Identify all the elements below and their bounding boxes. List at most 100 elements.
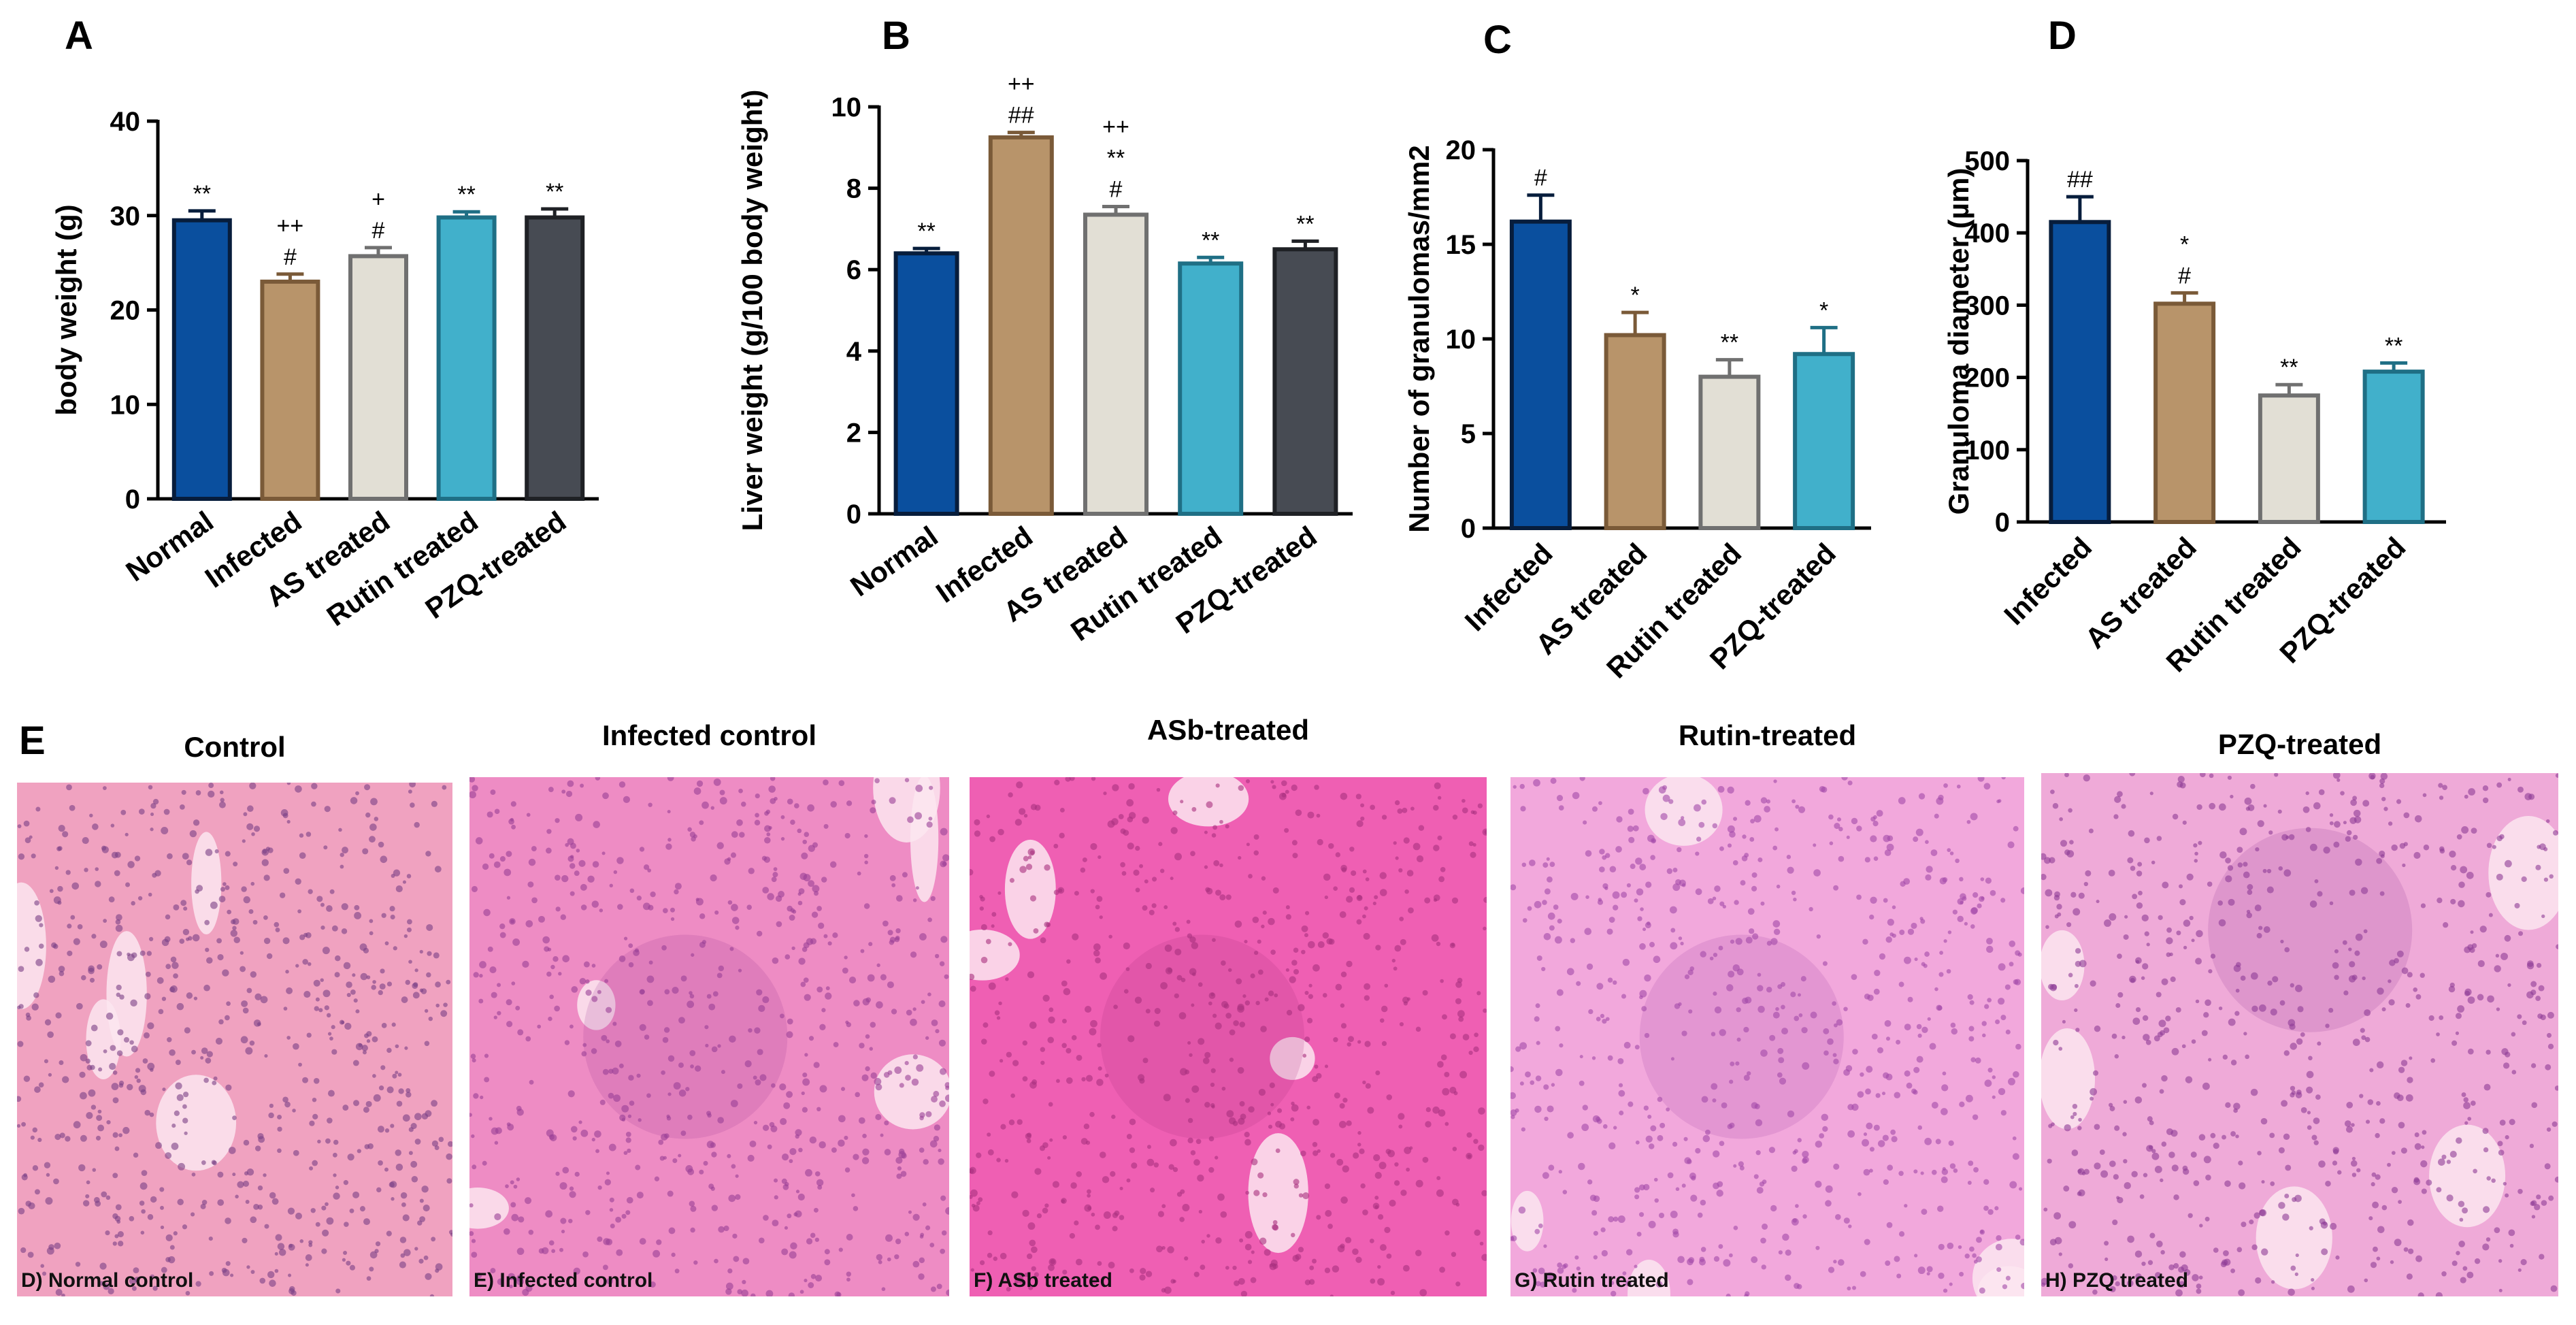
cell-nucleus bbox=[506, 999, 512, 1006]
cell-nucleus bbox=[1898, 981, 1904, 987]
histology-title: PZQ-treated bbox=[2218, 728, 2381, 760]
cell-nucleus bbox=[1347, 1042, 1351, 1047]
cell-nucleus bbox=[1120, 862, 1125, 868]
cell-nucleus bbox=[435, 1269, 440, 1273]
cell-nucleus bbox=[587, 875, 595, 883]
cell-nucleus bbox=[1645, 881, 1652, 888]
cell-nucleus bbox=[44, 1162, 51, 1168]
cell-nucleus bbox=[1769, 1034, 1776, 1041]
vessel-lumen bbox=[469, 1188, 509, 1229]
cell-nucleus bbox=[1815, 1141, 1823, 1148]
cell-nucleus bbox=[1738, 1161, 1744, 1167]
cell-nucleus bbox=[1314, 1064, 1319, 1069]
granuloma bbox=[1639, 934, 1844, 1139]
cell-nucleus bbox=[2198, 1275, 2203, 1280]
cell-nucleus bbox=[2170, 1130, 2178, 1137]
cell-nucleus bbox=[1544, 888, 1551, 895]
cell-nucleus bbox=[1483, 1008, 1487, 1013]
cell-nucleus bbox=[1899, 929, 1905, 935]
cell-nucleus bbox=[2330, 1222, 2337, 1230]
cell-nucleus bbox=[1645, 1135, 1653, 1143]
cell-nucleus bbox=[235, 1194, 239, 1199]
cell-nucleus bbox=[1819, 1133, 1825, 1139]
cell-nucleus bbox=[1402, 807, 1408, 813]
cell-nucleus bbox=[582, 1251, 589, 1258]
cell-nucleus bbox=[813, 1207, 819, 1213]
cell-nucleus bbox=[92, 823, 99, 830]
cell-nucleus bbox=[2439, 848, 2445, 854]
cell-nucleus bbox=[1019, 1279, 1023, 1284]
cell-nucleus bbox=[1519, 1042, 1528, 1050]
cell-nucleus bbox=[1546, 876, 1553, 883]
cell-nucleus bbox=[1672, 868, 1678, 872]
cell-nucleus bbox=[473, 1093, 479, 1099]
cell-nucleus bbox=[844, 955, 848, 960]
cell-nucleus bbox=[1017, 1119, 1023, 1125]
cell-nucleus bbox=[2274, 773, 2279, 777]
cell-nucleus bbox=[1473, 1046, 1479, 1053]
cell-nucleus bbox=[114, 870, 120, 877]
cell-nucleus bbox=[1885, 1073, 1893, 1081]
cell-nucleus bbox=[2074, 1008, 2078, 1013]
cell-nucleus bbox=[2251, 1005, 2258, 1013]
cell-nucleus bbox=[802, 1072, 808, 1078]
cell-nucleus bbox=[862, 1133, 867, 1139]
cell-nucleus bbox=[1959, 1101, 1965, 1107]
cell-nucleus bbox=[930, 896, 936, 902]
cell-nucleus bbox=[443, 1002, 448, 1007]
cell-nucleus bbox=[1903, 878, 1911, 885]
cell-nucleus bbox=[2207, 881, 2213, 887]
cell-nucleus bbox=[2342, 940, 2347, 945]
cell-nucleus bbox=[564, 1040, 570, 1045]
cell-nucleus bbox=[1822, 1126, 1828, 1132]
cell-nucleus bbox=[278, 1249, 286, 1256]
cell-nucleus bbox=[2266, 868, 2272, 874]
cell-nucleus bbox=[2414, 1132, 2420, 1137]
cell-nucleus bbox=[1225, 1013, 1232, 1019]
cell-nucleus bbox=[2456, 1251, 2460, 1256]
cell-nucleus bbox=[1096, 896, 1103, 902]
cell-nucleus bbox=[2263, 804, 2267, 808]
cell-nucleus bbox=[1120, 828, 1126, 834]
cell-nucleus bbox=[108, 1288, 114, 1295]
cell-nucleus bbox=[895, 1156, 903, 1164]
cell-nucleus bbox=[2280, 939, 2284, 944]
cell-nucleus bbox=[1519, 783, 1525, 789]
cell-nucleus bbox=[469, 791, 476, 799]
cell-nucleus bbox=[167, 1037, 172, 1043]
cell-nucleus bbox=[780, 836, 785, 841]
cell-nucleus bbox=[138, 808, 145, 815]
cell-nucleus bbox=[2488, 913, 2493, 917]
cell-nucleus bbox=[344, 1222, 349, 1227]
cell-nucleus bbox=[490, 1268, 496, 1273]
cell-nucleus bbox=[585, 979, 590, 984]
cell-nucleus bbox=[1960, 893, 1966, 900]
cell-nucleus bbox=[569, 1024, 574, 1029]
cell-nucleus bbox=[241, 886, 247, 892]
cell-nucleus bbox=[1975, 1057, 1981, 1064]
cell-nucleus bbox=[2370, 1262, 2377, 1269]
cell-nucleus bbox=[2360, 1028, 2365, 1033]
cell-nucleus bbox=[1201, 1239, 1205, 1244]
cell-nucleus bbox=[2449, 1151, 2457, 1158]
cell-nucleus bbox=[1362, 914, 1366, 919]
cell-nucleus bbox=[2290, 983, 2294, 988]
cell-nucleus bbox=[2463, 1097, 2468, 1102]
cell-nucleus bbox=[179, 938, 185, 944]
cell-nucleus bbox=[1700, 1199, 1706, 1206]
cell-nucleus bbox=[2458, 1241, 2465, 1247]
cell-nucleus bbox=[601, 1034, 608, 1041]
cell-nucleus bbox=[233, 936, 240, 944]
cell-nucleus bbox=[285, 970, 289, 974]
cell-nucleus bbox=[1541, 966, 1546, 972]
cell-nucleus bbox=[299, 833, 304, 838]
cell-nucleus bbox=[2547, 1011, 2554, 1019]
cell-nucleus bbox=[1579, 1055, 1583, 1059]
cell-nucleus bbox=[546, 1129, 554, 1137]
cell-nucleus bbox=[731, 1164, 736, 1169]
cell-nucleus bbox=[1322, 993, 1327, 998]
cell-nucleus bbox=[609, 1197, 614, 1203]
cell-nucleus bbox=[2541, 1200, 2547, 1206]
cell-nucleus bbox=[2090, 980, 2096, 987]
cell-nucleus bbox=[1883, 898, 1888, 903]
